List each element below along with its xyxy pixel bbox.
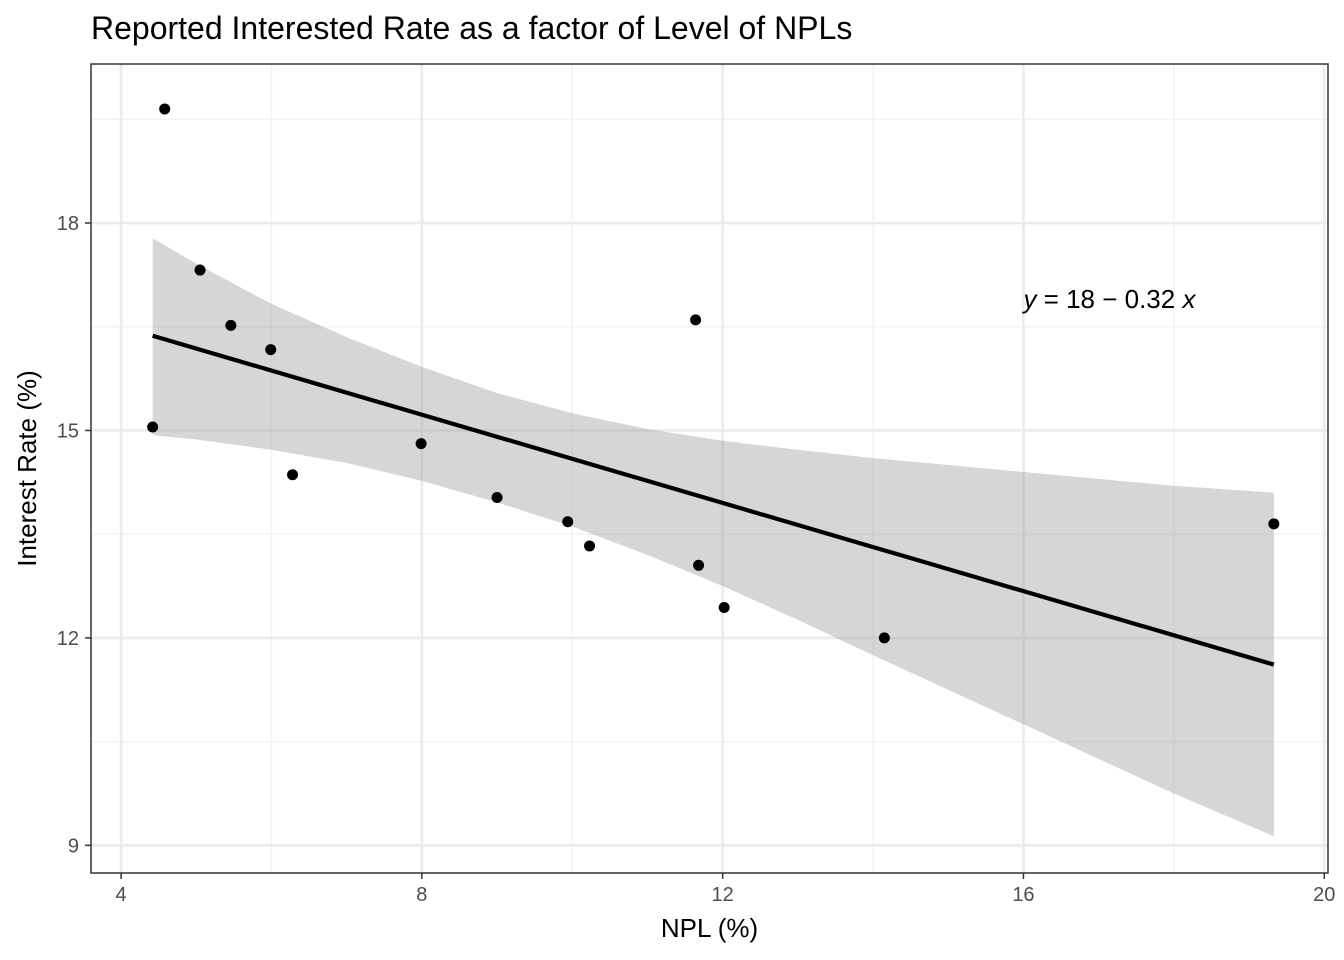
y-axis-ticks: 9 12 15 18 <box>57 213 91 857</box>
equation-rhs: = 18 − 0.32 <box>1036 284 1182 314</box>
x-tick-label: 20 <box>1313 884 1335 906</box>
equation-lhs: y <box>1021 284 1038 314</box>
data-point <box>1268 518 1280 530</box>
y-tick-label: 12 <box>57 628 79 650</box>
data-point <box>562 516 574 528</box>
data-point <box>265 344 277 356</box>
regression-equation: y = 18 − 0.32 x <box>1021 284 1196 314</box>
data-point <box>693 559 705 571</box>
data-point <box>194 264 206 276</box>
data-point <box>415 438 427 450</box>
data-point <box>584 540 596 552</box>
x-axis-ticks: 4 8 12 16 20 <box>116 873 1335 906</box>
panel-border <box>90 63 1329 874</box>
x-tick-label: 12 <box>712 884 734 906</box>
data-point <box>690 314 702 326</box>
x-tick-label: 8 <box>416 884 427 906</box>
data-point <box>287 469 299 481</box>
y-tick-label: 18 <box>57 213 79 235</box>
data-point <box>225 319 237 331</box>
data-point <box>147 421 159 433</box>
y-tick-label: 9 <box>68 835 79 857</box>
y-tick-label: 15 <box>57 420 79 442</box>
data-point <box>491 492 503 504</box>
data-point <box>159 103 171 115</box>
regression-line <box>152 333 1275 667</box>
major-gridlines <box>91 64 1328 873</box>
minor-gridlines <box>91 64 1328 873</box>
chart-title: Reported Interested Rate as a factor of … <box>91 10 853 46</box>
equation-var: x <box>1180 284 1196 314</box>
x-axis-title: NPL (%) <box>661 913 758 943</box>
x-tick-label: 4 <box>116 884 127 906</box>
confidence-band <box>152 238 1274 837</box>
data-points <box>147 103 1280 644</box>
data-point <box>718 601 730 613</box>
x-tick-label: 16 <box>1012 884 1034 906</box>
y-axis-title: Interest Rate (%) <box>12 370 42 567</box>
data-point <box>878 632 890 644</box>
